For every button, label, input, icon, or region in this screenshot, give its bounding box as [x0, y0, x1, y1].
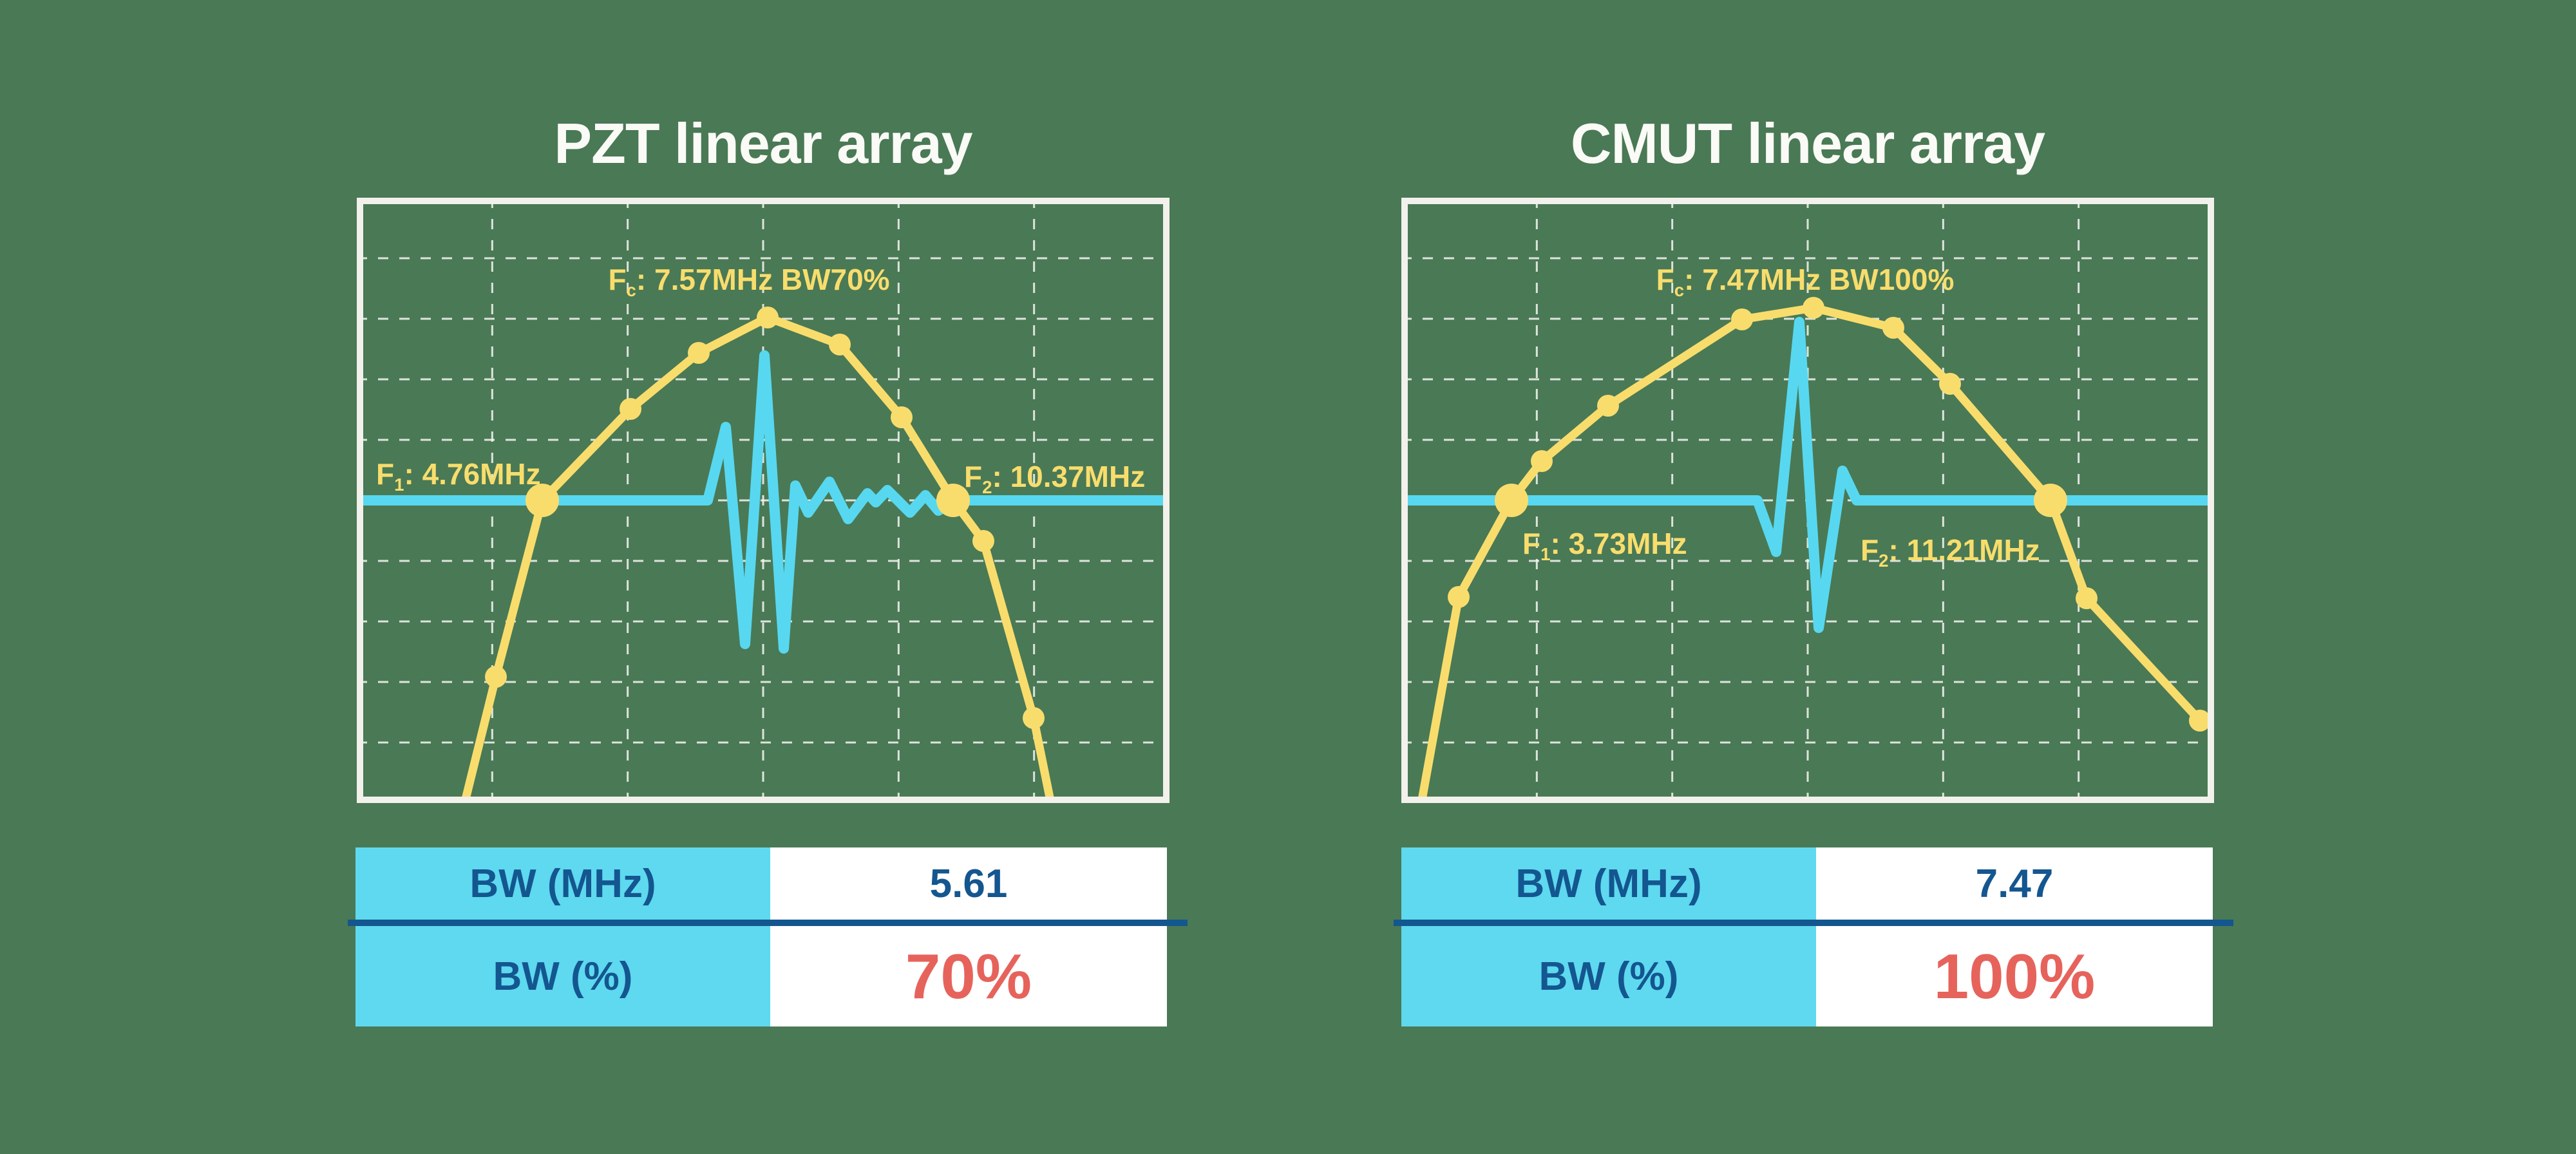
pzt-bw-mhz-label: BW (MHz)	[355, 847, 770, 920]
pzt-bw-pct-value: 70%	[770, 926, 1167, 1026]
pzt-title: PZT linear array	[554, 111, 972, 175]
cmut-f1-annotation: F1: 3.73MHz	[1522, 526, 1687, 565]
table-row: BW (MHz) 7.47	[1401, 847, 2213, 920]
cmut-chart: Fc: 7.47MHz BW100% F1: 3.73MHz F2: 11.21…	[1401, 198, 2214, 803]
f1-prefix: F	[1522, 527, 1541, 561]
f1-subscript: 1	[394, 474, 404, 495]
pzt-bw-pct-label: BW (%)	[355, 926, 770, 1026]
pzt-chart-plot	[357, 198, 1170, 803]
f2-prefix: F	[964, 460, 983, 494]
f2-value: : 10.37MHz	[992, 460, 1146, 494]
cmut-bw-pct-value: 100%	[1816, 926, 2213, 1026]
cmut-chart-plot	[1401, 198, 2214, 803]
cmut-table: BW (MHz) 7.47 BW (%) 100%	[1394, 847, 2233, 1026]
pzt-bw-mhz-value: 5.61	[770, 847, 1167, 920]
table-row: BW (%) 70%	[355, 926, 1167, 1026]
cmut-title: CMUT linear array	[1570, 111, 2045, 175]
table-divider-line	[1394, 920, 2233, 926]
table-divider-line	[348, 920, 1188, 926]
f1-subscript: 1	[1540, 544, 1551, 564]
f2-prefix: F	[1861, 533, 1879, 567]
pzt-f1-annotation: F1: 4.76MHz	[376, 457, 541, 495]
table-row: BW (MHz) 5.61	[355, 847, 1167, 920]
fc-subscript: c	[1674, 279, 1685, 300]
pzt-chart: Fc: 7.57MHz BW70% F1: 4.76MHz F2: 10.37M…	[357, 198, 1170, 803]
f1-prefix: F	[376, 457, 395, 491]
cmut-bw-pct-label: BW (%)	[1401, 926, 1816, 1026]
fc-value: : 7.47MHz BW100%	[1684, 263, 1955, 297]
pzt-fc-annotation: Fc: 7.57MHz BW70%	[608, 262, 889, 301]
cmut-bw-mhz-value: 7.47	[1816, 847, 2213, 920]
cmut-bw-mhz-label: BW (MHz)	[1401, 847, 1816, 920]
pzt-table: BW (MHz) 5.61 BW (%) 70%	[348, 847, 1188, 1026]
f2-value: : 11.21MHz	[1888, 533, 2040, 567]
f2-subscript: 2	[982, 477, 992, 497]
fc-prefix: F	[1656, 263, 1674, 297]
pzt-f2-annotation: F2: 10.37MHz	[964, 459, 1145, 498]
fc-subscript: c	[626, 279, 636, 300]
f2-subscript: 2	[1879, 550, 1889, 571]
cmut-fc-annotation: Fc: 7.47MHz BW100%	[1656, 262, 1955, 301]
fc-prefix: F	[608, 263, 627, 297]
f1-value: : 3.73MHz	[1550, 527, 1687, 561]
f1-value: : 4.76MHz	[404, 457, 541, 491]
fc-value: : 7.57MHz BW70%	[636, 263, 890, 297]
table-row: BW (%) 100%	[1401, 926, 2213, 1026]
cmut-f2-annotation: F2: 11.21MHz	[1861, 533, 2040, 571]
